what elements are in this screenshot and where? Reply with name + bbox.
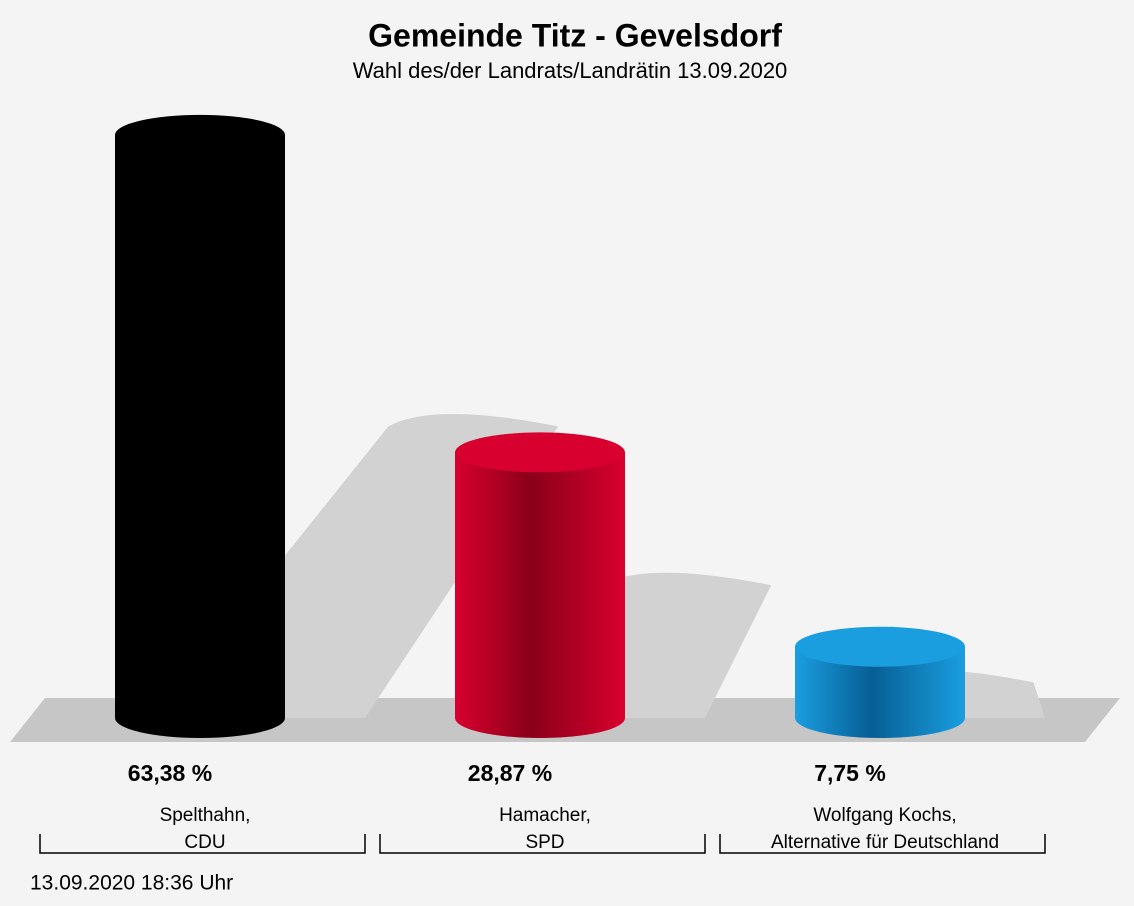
bar-body [115,134,285,739]
bar-top [795,626,965,667]
bar-top [455,432,625,473]
category-bracket [39,834,366,854]
category-bracket [719,834,1046,854]
bar [115,114,285,739]
footer: 13.09.2020 18:36 Uhr [30,872,233,895]
bar [455,432,625,738]
category-bracket [379,834,706,854]
value-label: 7,75 % [814,760,886,786]
chart-title: Gemeinde Titz - Gevelsdorf [368,17,782,53]
value-label: 63,38 % [128,760,212,786]
category-label: Wolfgang Kochs, [813,805,956,826]
category-label: Hamacher, [499,805,591,826]
bar-body [795,646,965,738]
bar [795,626,965,738]
value-label: 28,87 % [468,760,552,786]
category-label: CDU [184,832,225,853]
bar-top [115,114,285,155]
chart-subtitle: Wahl des/der Landrats/Landrätin 13.09.20… [353,58,788,83]
category-label: Alternative für Deutschland [771,832,999,853]
bar-body [455,452,625,738]
category-label: Spelthahn, [160,805,251,826]
category-label: SPD [525,832,564,853]
